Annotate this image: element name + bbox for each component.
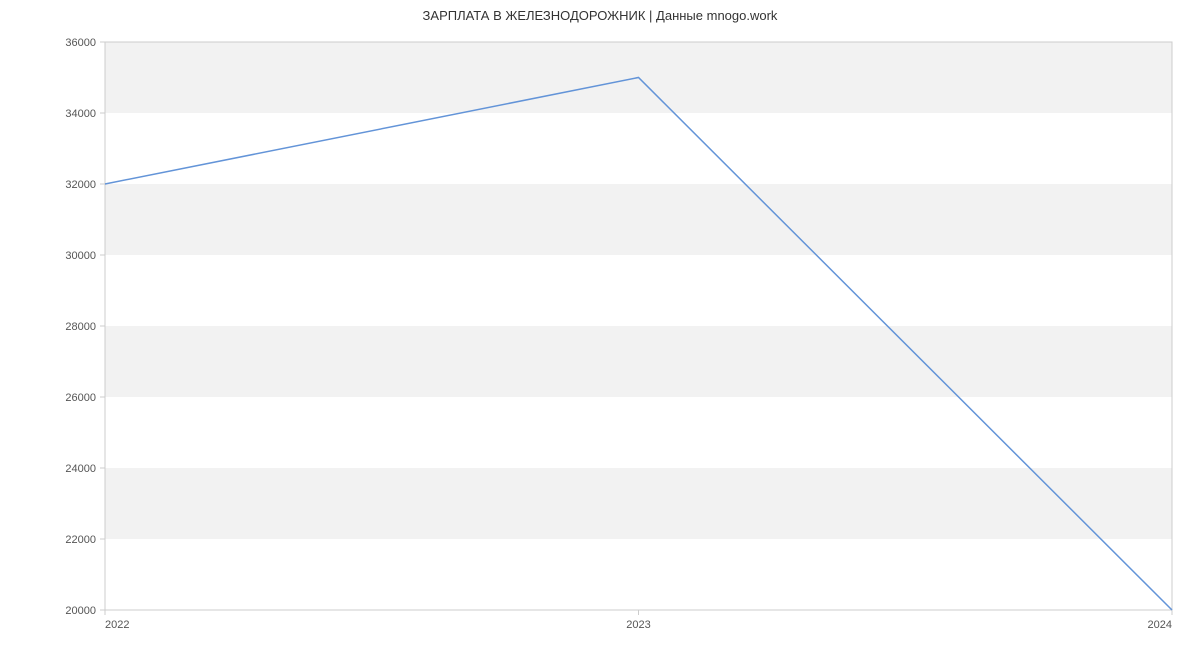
- y-tick-label: 28000: [65, 321, 96, 333]
- y-tick-label: 22000: [65, 534, 96, 546]
- grid-band: [105, 326, 1172, 397]
- chart-title: ЗАРПЛАТА В ЖЕЛЕЗНОДОРОЖНИК | Данные mnog…: [0, 8, 1200, 23]
- y-tick-label: 32000: [65, 179, 96, 191]
- grid-band: [105, 184, 1172, 255]
- y-tick-label: 20000: [65, 605, 96, 617]
- y-tick-label: 36000: [65, 37, 96, 49]
- x-tick-label: 2024: [1148, 619, 1172, 631]
- y-tick-label: 26000: [65, 392, 96, 404]
- chart-svg: 20000 22000 24000 26000 28000 30000 32000 34000…: [0, 0, 1200, 650]
- x-tick-label: 2023: [626, 619, 650, 631]
- y-tick-label: 24000: [65, 463, 96, 475]
- salary-line-chart: ЗАРПЛАТА В ЖЕЛЕЗНОДОРОЖНИК | Данные mnog…: [0, 0, 1200, 650]
- y-tick-label: 34000: [65, 108, 96, 120]
- y-tick-label: 30000: [65, 250, 96, 262]
- grid-band: [105, 468, 1172, 539]
- x-tick-label: 2022: [105, 619, 129, 631]
